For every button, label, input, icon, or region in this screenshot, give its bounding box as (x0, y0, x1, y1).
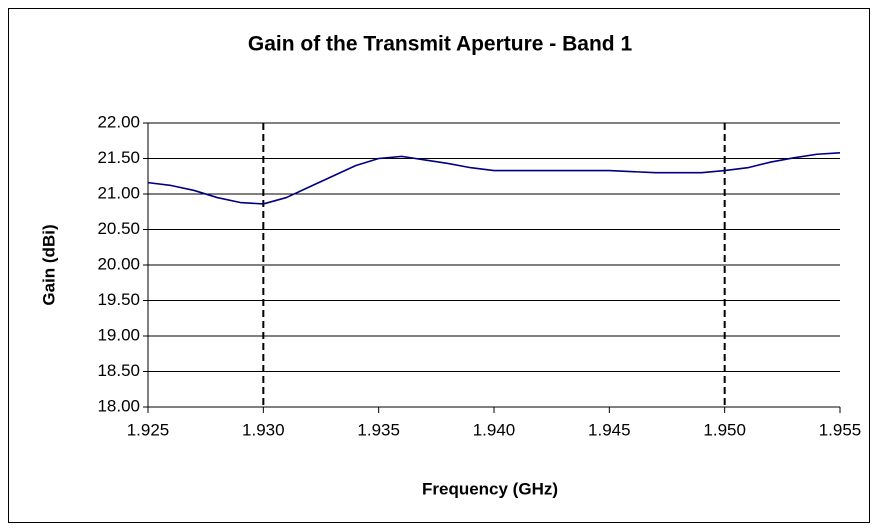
y-tick-label: 19.00 (97, 325, 140, 344)
y-tick-label: 20.50 (97, 219, 140, 238)
x-tick-label: 1.930 (242, 420, 285, 439)
x-tick-label: 1.945 (588, 420, 631, 439)
x-tick-label: 1.935 (357, 420, 400, 439)
x-tick-label: 1.955 (819, 420, 862, 439)
x-tick-label: 1.925 (127, 420, 170, 439)
y-tick-label: 21.00 (97, 183, 140, 202)
x-axis-label: Frequency (GHz) (422, 479, 558, 498)
y-tick-label: 20.00 (97, 254, 140, 273)
y-axis-label: Gain (dBi) (39, 224, 58, 305)
y-tick-label: 18.00 (97, 396, 140, 415)
y-tick-label: 21.50 (97, 148, 140, 167)
y-tick-label: 22.00 (97, 112, 140, 131)
y-tick-label: 19.50 (97, 290, 140, 309)
y-tick-label: 18.50 (97, 361, 140, 380)
data-line (147, 152, 841, 205)
x-tick-label: 1.950 (703, 420, 746, 439)
x-tick-label: 1.940 (473, 420, 516, 439)
chart-title: Gain of the Transmit Aperture - Band 1 (248, 33, 633, 56)
